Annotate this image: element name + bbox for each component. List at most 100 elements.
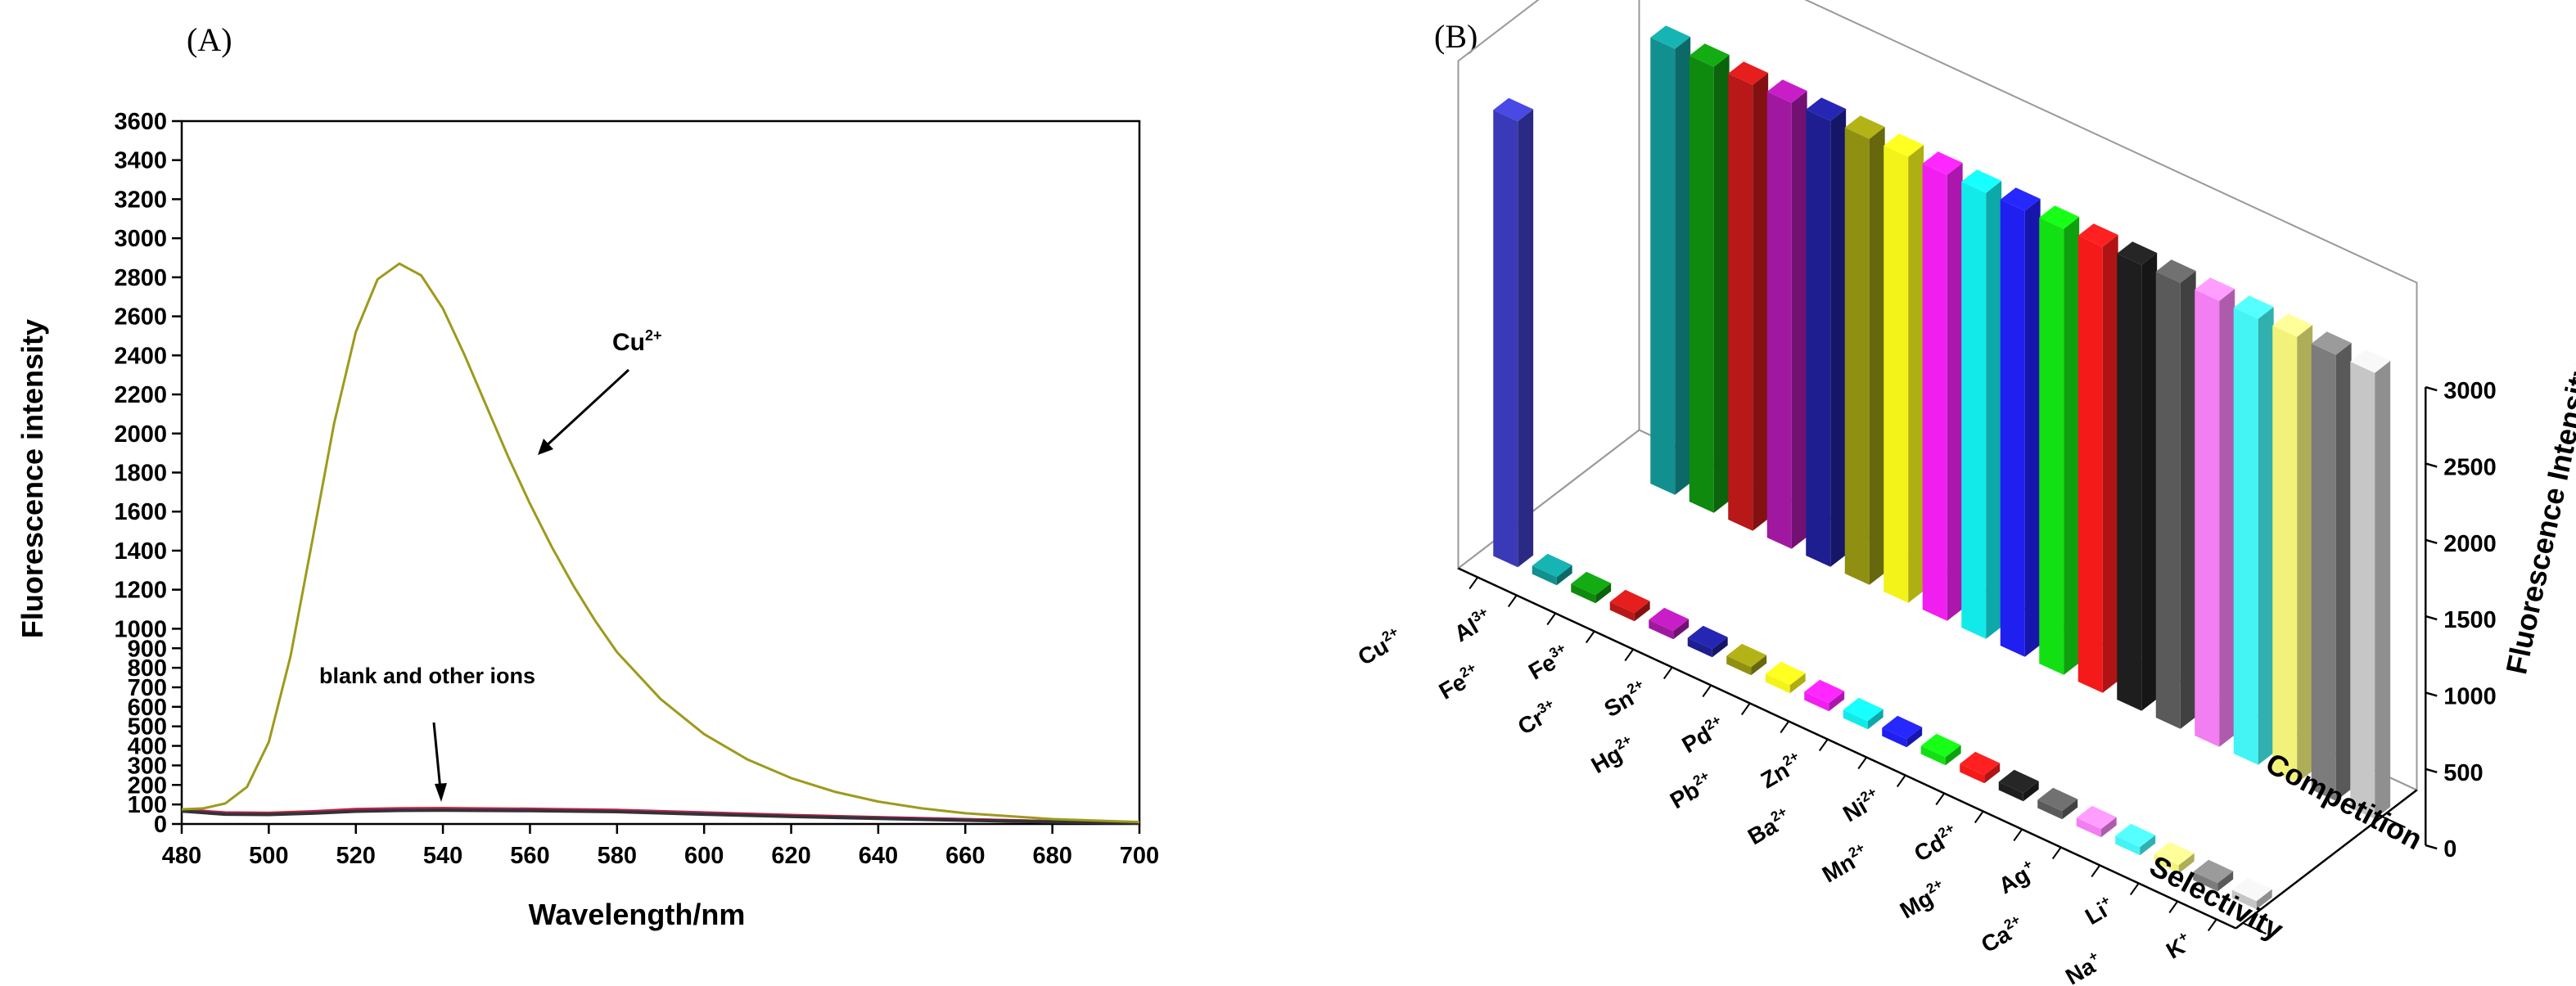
ion-tick: [1468, 576, 1479, 590]
y-tick-label: 900: [128, 636, 167, 662]
ion-label-ca: Ca2+: [1976, 912, 2028, 957]
z-tick-mark: [2425, 691, 2438, 697]
ion-tick: [1935, 792, 1946, 806]
y-axis-line: [2235, 789, 2418, 930]
bar-selectivity-na: [2193, 859, 2234, 892]
x-tick-label: 660: [945, 843, 985, 869]
z-tick-mark: [2425, 768, 2438, 773]
x-tick-label: 560: [510, 843, 549, 869]
annotation-cu2-label: Cu2+: [612, 327, 662, 356]
ion-tick: [2013, 828, 2023, 842]
bar-competition-ni: [2039, 205, 2080, 675]
ion-tick: [1857, 756, 1868, 770]
ion-tick: [1740, 702, 1751, 716]
x-axis-line: [1457, 567, 2237, 930]
bar-competition-ag: [2195, 277, 2235, 747]
bar-selectivity-zn: [1843, 697, 1884, 730]
bar-competition-fe: [1728, 61, 1769, 531]
bar-selectivity-ca: [2115, 823, 2156, 856]
y-tick-label: 2800: [114, 265, 167, 291]
ion-tick: [2129, 882, 2140, 896]
panel-b-z-axis-title: Fluorescence Intensity: [2499, 358, 2576, 677]
x-tick-label: 500: [249, 843, 288, 869]
y-tick-label: 3200: [114, 187, 167, 213]
z-tick-label: 2000: [2443, 531, 2497, 557]
ion-label-pb: Pb2+: [1665, 768, 1717, 813]
bar-selectivity-li: [2154, 841, 2195, 874]
bar-competition-hg: [1844, 115, 1885, 585]
y-tick-label: 2200: [114, 382, 167, 408]
ion-label-fe: Fe3+: [1523, 640, 1574, 685]
y-tick-label: 100: [128, 792, 167, 818]
bar-selectivity-fe: [1571, 571, 1612, 604]
panel-a-y-axis-title: Fluorescence intensity: [16, 319, 49, 638]
z-tick-label: 3000: [2443, 378, 2497, 404]
bar-competition-al: [1650, 25, 1691, 495]
y-tick-label: 700: [128, 675, 167, 701]
y-tick-label: 1600: [114, 499, 167, 525]
ion-tick: [1507, 594, 1518, 608]
annotation-cu2-arrow: [538, 368, 630, 455]
ion-tick: [1780, 720, 1790, 734]
panel-a: (A) 010020030040050060070080090010001200…: [16, 21, 1159, 931]
bar-competition-li: [2272, 313, 2313, 783]
ion-label-sn: Sn2+: [1599, 676, 1651, 722]
panel-a-x-axis-title: Wavelength/nm: [529, 898, 746, 931]
y-tick-label: 0: [154, 812, 167, 838]
y-tick-label: 3400: [114, 148, 167, 174]
bar-selectivity-sn: [1687, 625, 1728, 658]
series-line-other-ions-dark-: [181, 808, 1140, 825]
x-tick-label: 600: [684, 843, 724, 869]
ion-tick: [1546, 612, 1557, 626]
ion-label-na: Na+: [2060, 948, 2106, 986]
ion-label-cu: Cu2+: [1353, 624, 1407, 670]
ion-tick: [2207, 918, 2217, 932]
annotation-cu2-sup: 2+: [645, 327, 662, 344]
ion-tick: [2168, 900, 2179, 914]
y-tick-label: 400: [128, 734, 167, 760]
z-tick-label: 1500: [2443, 607, 2497, 633]
bar-competition-zn: [1961, 169, 2002, 639]
panel-a-series: [181, 262, 1140, 825]
y-tick-label: 1400: [114, 538, 167, 565]
x-tick-label: 700: [1120, 843, 1159, 869]
x-tick-label: 540: [423, 843, 462, 869]
y-tick-label: 500: [128, 714, 167, 741]
bar-competition-pd: [1884, 133, 1924, 603]
ion-label-cr: Cr3+: [1513, 696, 1562, 740]
y-tick-label: 2000: [114, 421, 167, 448]
row-tick: [2242, 922, 2267, 935]
ion-label-al: Al3+: [1449, 604, 1496, 646]
y-tick-label: 3600: [114, 109, 167, 135]
panel-b: (B) 0 500 1000 1500 2000 2500 3000 Cu2+ Al3+ Fe2…: [1353, 0, 2576, 986]
ion-label-k: K+: [2161, 928, 2196, 964]
bar-competition-cr: [1766, 79, 1807, 549]
panel-b-label: (B): [1434, 18, 1477, 55]
bar-competition-fe: [1689, 43, 1730, 513]
bar-selectivity-cu: [1493, 97, 1534, 568]
row-tick: [2381, 816, 2406, 829]
x-tick-label: 520: [336, 843, 376, 869]
bar-selectivity-ni: [1920, 733, 1961, 766]
y-tick-label: 600: [128, 695, 167, 721]
z-tick-label: 500: [2443, 760, 2483, 786]
ion-label-ni: Ni2+: [1838, 784, 1885, 826]
y-tick-label: 2400: [114, 343, 167, 369]
ion-tick: [2051, 846, 2062, 860]
series-line-cu2-: [181, 262, 1140, 824]
ion-label-ag: Ag+: [1993, 856, 2040, 898]
bar-selectivity-al: [1532, 553, 1572, 586]
z-tick-label: 1000: [2443, 683, 2497, 709]
bar-competition-pb: [1922, 151, 1963, 621]
x-tick-label: 640: [859, 843, 898, 869]
y-tick-label: 2600: [114, 304, 167, 331]
bar-competition-ca: [2233, 295, 2274, 765]
ion-label-li: Li+: [2080, 892, 2118, 930]
y-tick-label: 1000: [114, 616, 167, 642]
bar-selectivity-pd: [1765, 661, 1806, 694]
bar-selectivity-hg: [1726, 643, 1767, 676]
panel-a-x-ticks: 480 500 520 540 560 580 600 620 640 660 680 700: [162, 824, 1159, 869]
bar-selectivity-ag: [2076, 805, 2117, 838]
